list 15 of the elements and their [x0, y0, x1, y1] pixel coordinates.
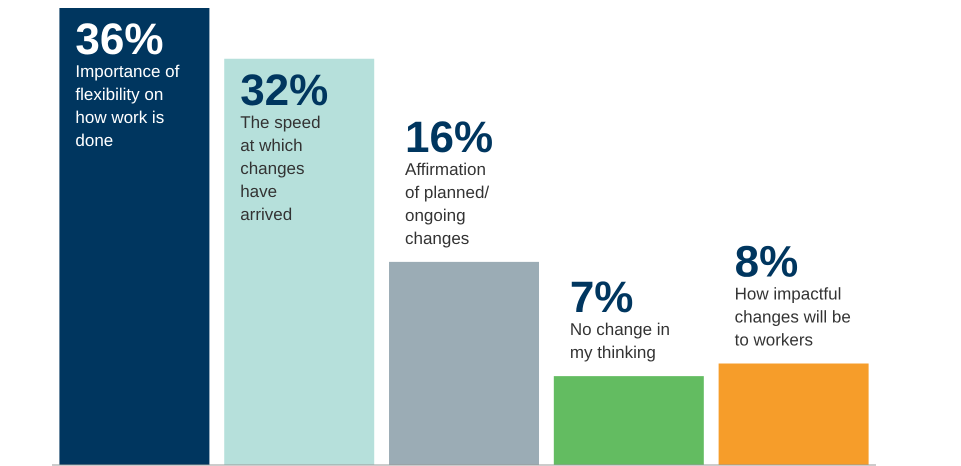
x-tick-label: The speed at which changes have arrived — [240, 112, 321, 224]
bar — [718, 363, 869, 465]
x-tick-label: No change in my thinking — [570, 320, 670, 362]
x-tick-label: Affirmation of planned/ ongoing changes — [405, 160, 490, 248]
bar — [224, 58, 374, 465]
data-label: 32% — [240, 66, 328, 115]
x-tick-label: Importance of flexibility on how work is done — [75, 62, 180, 150]
data-label: 8% — [734, 237, 798, 286]
data-label: 7% — [570, 273, 634, 322]
data-label: 16% — [405, 112, 494, 162]
bar — [389, 262, 540, 465]
x-tick-label: How impactful changes will be to workers — [734, 284, 851, 350]
data-label: 36% — [75, 15, 164, 64]
bar — [554, 376, 704, 465]
bar — [59, 8, 210, 465]
